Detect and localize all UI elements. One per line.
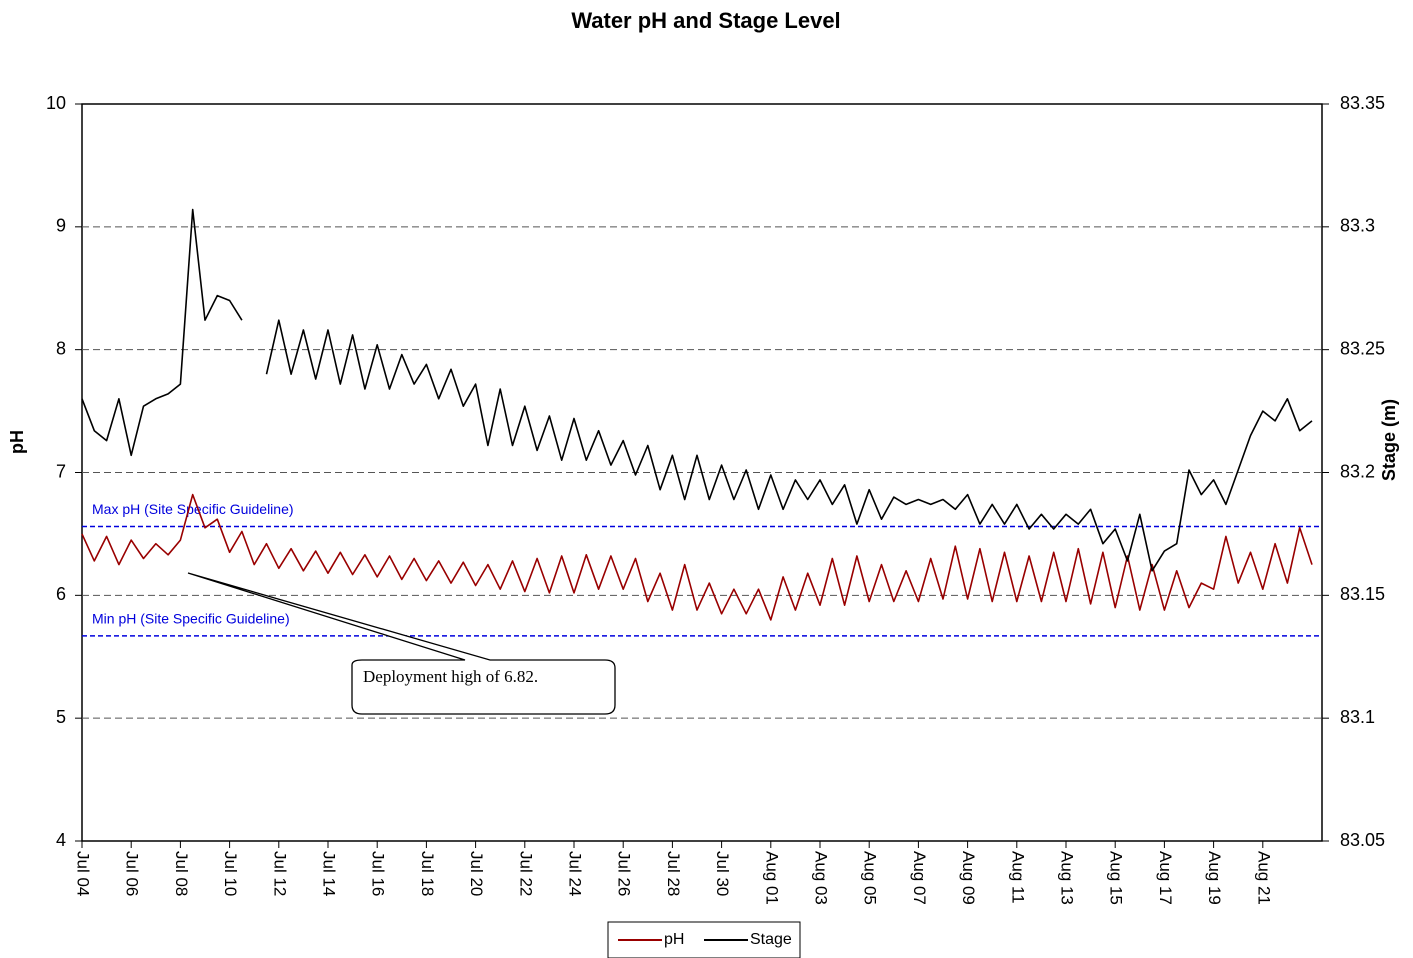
x-tick-label: Jul 06: [123, 851, 142, 896]
y2-tick-label: 83.35: [1340, 93, 1385, 113]
legend-label: Stage: [750, 931, 792, 948]
y-tick-label: 4: [56, 830, 66, 850]
y-tick-label: 5: [56, 707, 66, 727]
x-tick-label: Aug 11: [1008, 851, 1027, 904]
y-axis-label: pH: [7, 430, 27, 454]
x-tick-label: Aug 15: [1107, 851, 1126, 905]
y-tick-label: 8: [56, 338, 66, 358]
x-tick-label: Jul 22: [516, 851, 535, 896]
x-tick-label: Jul 18: [418, 851, 437, 896]
x-tick-label: Jul 10: [221, 851, 240, 896]
x-tick-label: Jul 08: [172, 851, 191, 896]
x-tick-label: Aug 07: [910, 851, 929, 905]
x-tick-label: Aug 05: [861, 851, 880, 905]
x-tick-label: Jul 26: [615, 851, 634, 896]
x-tick-label: Jul 12: [270, 851, 289, 896]
y2-tick-label: 83.25: [1340, 338, 1385, 358]
y-tick-label: 7: [56, 461, 66, 481]
x-tick-label: Jul 24: [566, 851, 585, 896]
y-tick-label: 10: [46, 93, 66, 113]
callout-text: Deployment high of 6.82.: [363, 667, 538, 686]
y2-tick-label: 83.1: [1340, 707, 1375, 727]
callout: [187, 572, 616, 715]
x-tick-label: Aug 21: [1254, 851, 1273, 905]
y-tick-label: 9: [56, 216, 66, 236]
y2-tick-label: 83.3: [1340, 216, 1375, 236]
x-tick-label: Jul 16: [369, 851, 388, 896]
x-tick-label: Aug 17: [1156, 851, 1175, 905]
y2-tick-label: 83.2: [1340, 461, 1375, 481]
x-tick-label: Aug 13: [1058, 851, 1077, 905]
reference-label: Max pH (Site Specific Guideline): [92, 501, 294, 517]
y2-tick-label: 83.15: [1340, 584, 1385, 604]
x-tick-label: Aug 19: [1205, 851, 1224, 905]
y2-axis-label: Stage (m): [1379, 399, 1399, 481]
legend-label: pH: [664, 931, 684, 948]
x-tick-label: Aug 03: [812, 851, 831, 905]
x-tick-label: Jul 30: [713, 851, 732, 896]
chart-title: Water pH and Stage Level: [571, 8, 840, 33]
series-line: [81, 493, 1313, 621]
x-tick-label: Aug 09: [959, 851, 978, 905]
x-tick-label: Jul 04: [74, 851, 93, 896]
y-tick-label: 6: [56, 584, 66, 604]
x-tick-label: Jul 20: [467, 851, 486, 896]
x-tick-label: Aug 01: [762, 851, 781, 905]
reference-label: Min pH (Site Specific Guideline): [92, 611, 290, 627]
x-tick-label: Jul 14: [320, 851, 339, 896]
x-tick-label: Jul 28: [664, 851, 683, 896]
series-line: [81, 208, 1313, 572]
y2-tick-label: 83.05: [1340, 830, 1385, 850]
